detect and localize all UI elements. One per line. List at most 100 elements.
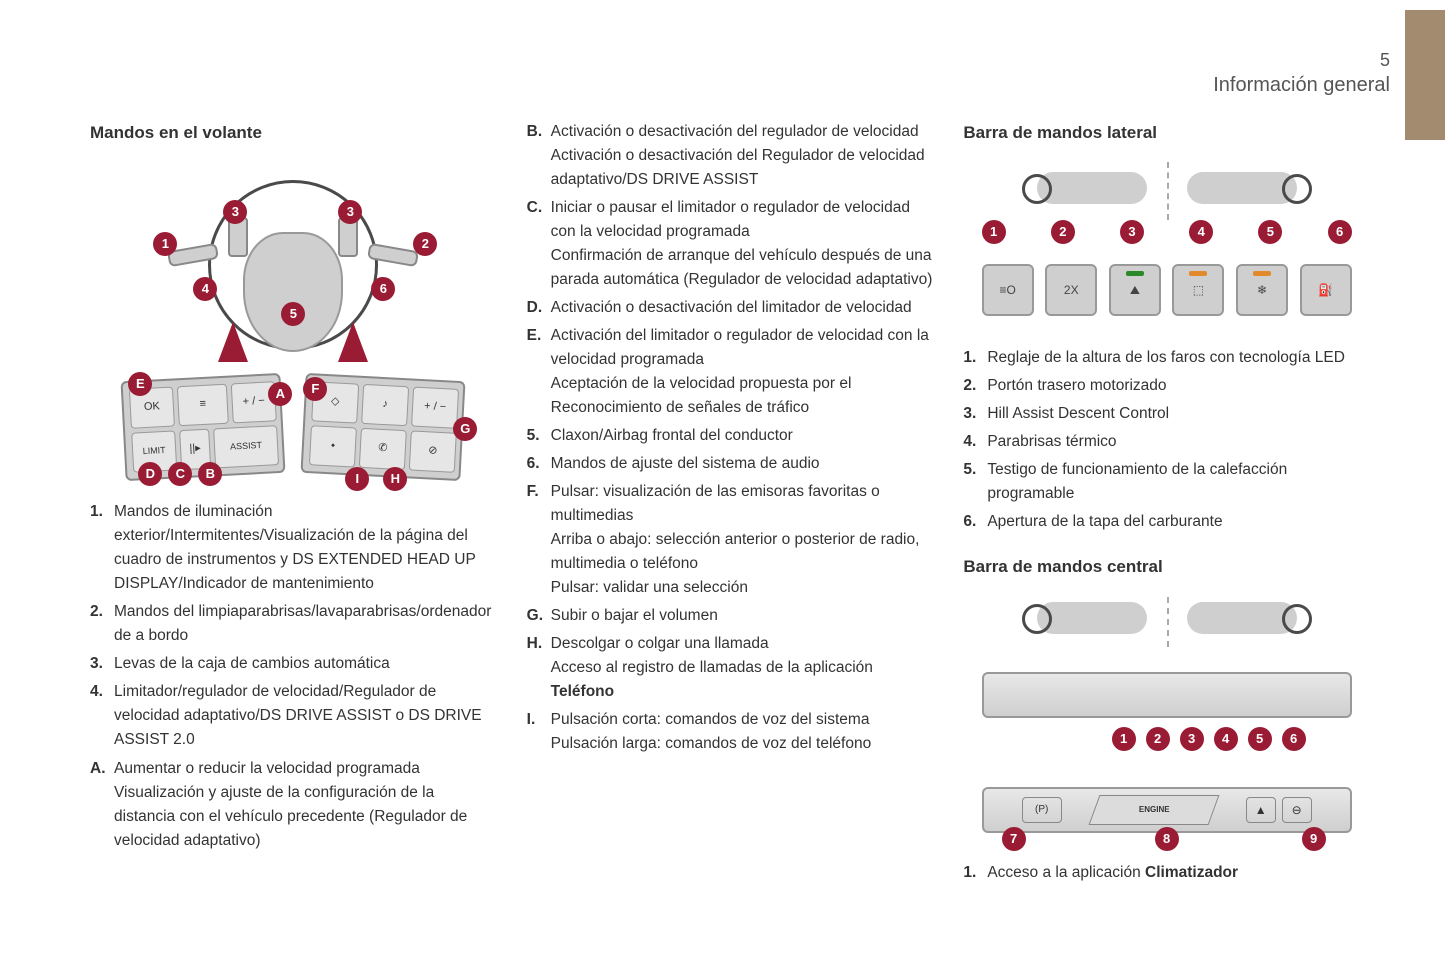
central-callout: 4 — [1214, 727, 1238, 751]
list-item: 4.Limitador/regulador de velocidad/Regul… — [90, 680, 497, 752]
page-section-title: Información general — [1213, 74, 1390, 97]
switch-button: ⛰ — [1109, 264, 1161, 316]
list-item-number: B. — [527, 120, 551, 192]
list-item: G.Subir o bajar el volumen — [527, 604, 934, 628]
switch-button: ≡O — [982, 264, 1034, 316]
list-item: B.Activación o desactivación del regulad… — [527, 120, 934, 192]
mini-wheel-left-2 — [1022, 604, 1052, 634]
switch-button: ⛽ — [1300, 264, 1352, 316]
list-item-text: Iniciar o pausar el limitador o regulado… — [551, 196, 934, 292]
lock-icon: ⊖ — [1282, 797, 1312, 823]
callout-6: 6 — [371, 277, 395, 301]
list-item-number: 1. — [963, 861, 987, 885]
list-item-text: Activación del limitador o regulador de … — [551, 324, 934, 420]
switch-callout: 4 — [1189, 220, 1213, 244]
switch-callout: 2 — [1051, 220, 1075, 244]
column-3: Barra de mandos lateral 123456 ≡O2X⛰⬚❄⛽ … — [963, 120, 1370, 889]
indicator-led — [1253, 271, 1271, 276]
mute-button-icon: ⊘ — [409, 431, 457, 473]
bold-term: Teléfono — [551, 683, 614, 700]
column-2: B.Activación o desactivación del regulad… — [527, 120, 934, 889]
list-item: H.Descolgar o colgar una llamadaAcceso a… — [527, 632, 934, 704]
central-callout: 1 — [1112, 727, 1136, 751]
callout-9: 9 — [1302, 827, 1326, 851]
list-item: I.Pulsación corta: comandos de voz del s… — [527, 708, 934, 756]
list-item-text: Testigo de funcionamiento de la calefacc… — [987, 458, 1370, 506]
mini-wheel-left — [1022, 174, 1052, 204]
list-item-text: Mandos del limpiaparabrisas/lavaparabris… — [114, 600, 497, 648]
assist-button-icon: ASSIST — [213, 425, 279, 468]
list-item-number: 5. — [527, 424, 551, 448]
list-item: F.Pulsar: visualización de las emisoras … — [527, 480, 934, 600]
bold-term: Climatizador — [1145, 864, 1238, 881]
list-item-text: Claxon/Airbag frontal del conductor — [551, 424, 934, 448]
central-callout: 6 — [1282, 727, 1306, 751]
switch-callout: 6 — [1328, 220, 1352, 244]
list-item-number: F. — [527, 480, 551, 600]
list-item-text: Hill Assist Descent Control — [987, 402, 1370, 426]
list-item-number: G. — [527, 604, 551, 628]
voice-button-icon: ⬩ — [309, 426, 357, 468]
list-item-number: 1. — [963, 346, 987, 370]
figure-steering-wheel: 1 2 3 3 4 5 6 OK ≡ + / − LIMIT ||▸ ASSIS… — [113, 162, 473, 482]
list-item-number: D. — [527, 296, 551, 320]
list-item-text: Pulsar: visualización de las emisoras fa… — [551, 480, 934, 600]
switch-callout: 5 — [1258, 220, 1282, 244]
switch-button: 2X — [1045, 264, 1097, 316]
switch-callout: 3 — [1120, 220, 1144, 244]
list-item: 4.Parabrisas térmico — [963, 430, 1370, 454]
list-item-text: Mandos de iluminación exterior/Intermite… — [114, 500, 497, 596]
list-item: 1.Acceso a la aplicación Climatizador — [963, 861, 1370, 885]
callout-a: A — [268, 382, 292, 406]
list-item-text: Limitador/regulador de velocidad/Regulad… — [114, 680, 497, 752]
list-item-number: E. — [527, 324, 551, 420]
list-col3a: 1.Reglaje de la altura de los faros con … — [963, 346, 1370, 534]
list-item-number: 2. — [963, 374, 987, 398]
list-item: 6.Apertura de la tapa del carburante — [963, 510, 1370, 534]
list-item-number: 6. — [527, 452, 551, 476]
section-tab — [1405, 10, 1445, 140]
list-item-number: 4. — [90, 680, 114, 752]
list-item: 6.Mandos de ajuste del sistema de audio — [527, 452, 934, 476]
switch-button: ⬚ — [1172, 264, 1224, 316]
list-col1: 1.Mandos de iluminación exterior/Intermi… — [90, 500, 497, 852]
heading-side-bar: Barra de mandos lateral — [963, 120, 1370, 146]
red-triangle-right — [338, 322, 368, 362]
mirror-left — [1037, 172, 1147, 204]
mirror-left-2 — [1037, 602, 1147, 634]
vol-button-icon: + / − — [411, 387, 459, 429]
steering-wheel-hub — [243, 232, 343, 352]
red-triangle-left — [218, 322, 248, 362]
figure-side-bar: 123456 ≡O2X⛰⬚❄⛽ — [982, 162, 1352, 332]
callout-i: I — [345, 467, 369, 491]
list-item-number: 3. — [90, 652, 114, 676]
list-item-text: Descolgar o colgar una llamadaAcceso al … — [551, 632, 934, 704]
list-item: 5.Claxon/Airbag frontal del conductor — [527, 424, 934, 448]
list-item-text: Activación o desactivación del limitador… — [551, 296, 934, 320]
list-item-text: Pulsación corta: comandos de voz del sis… — [551, 708, 934, 756]
list-item: C.Iniciar o pausar el limitador o regula… — [527, 196, 934, 292]
list-item-number: H. — [527, 632, 551, 704]
list-item-number: 4. — [963, 430, 987, 454]
callout-8: 8 — [1155, 827, 1179, 851]
list-item-text: Acceso a la aplicación Climatizador — [987, 861, 1370, 885]
list-item-number: 5. — [963, 458, 987, 506]
callout-7: 7 — [1002, 827, 1026, 851]
list-item-text: Portón trasero motorizado — [987, 374, 1370, 398]
parking-brake-icon: (P) — [1022, 797, 1062, 823]
list-item-number: C. — [527, 196, 551, 292]
list-item: A.Aumentar o reducir la velocidad progra… — [90, 757, 497, 853]
list-item-text: Reglaje de la altura de los faros con te… — [987, 346, 1370, 370]
column-1: Mandos en el volante 1 2 3 3 4 5 6 OK ≡ … — [90, 120, 497, 889]
list-item-text: Aumentar o reducir la velocidad programa… — [114, 757, 497, 853]
indicator-led — [1189, 271, 1207, 276]
list-item-text: Apertura de la tapa del carburante — [987, 510, 1370, 534]
list-item-number: 1. — [90, 500, 114, 596]
content-columns: Mandos en el volante 1 2 3 3 4 5 6 OK ≡ … — [90, 120, 1370, 889]
heading-central-bar: Barra de mandos central — [963, 554, 1370, 580]
indicator-led — [1126, 271, 1144, 276]
central-bar-top — [982, 672, 1352, 718]
switch-row: ≡O2X⛰⬚❄⛽ — [982, 264, 1352, 316]
list-item: 3.Hill Assist Descent Control — [963, 402, 1370, 426]
list-item: 2.Portón trasero motorizado — [963, 374, 1370, 398]
